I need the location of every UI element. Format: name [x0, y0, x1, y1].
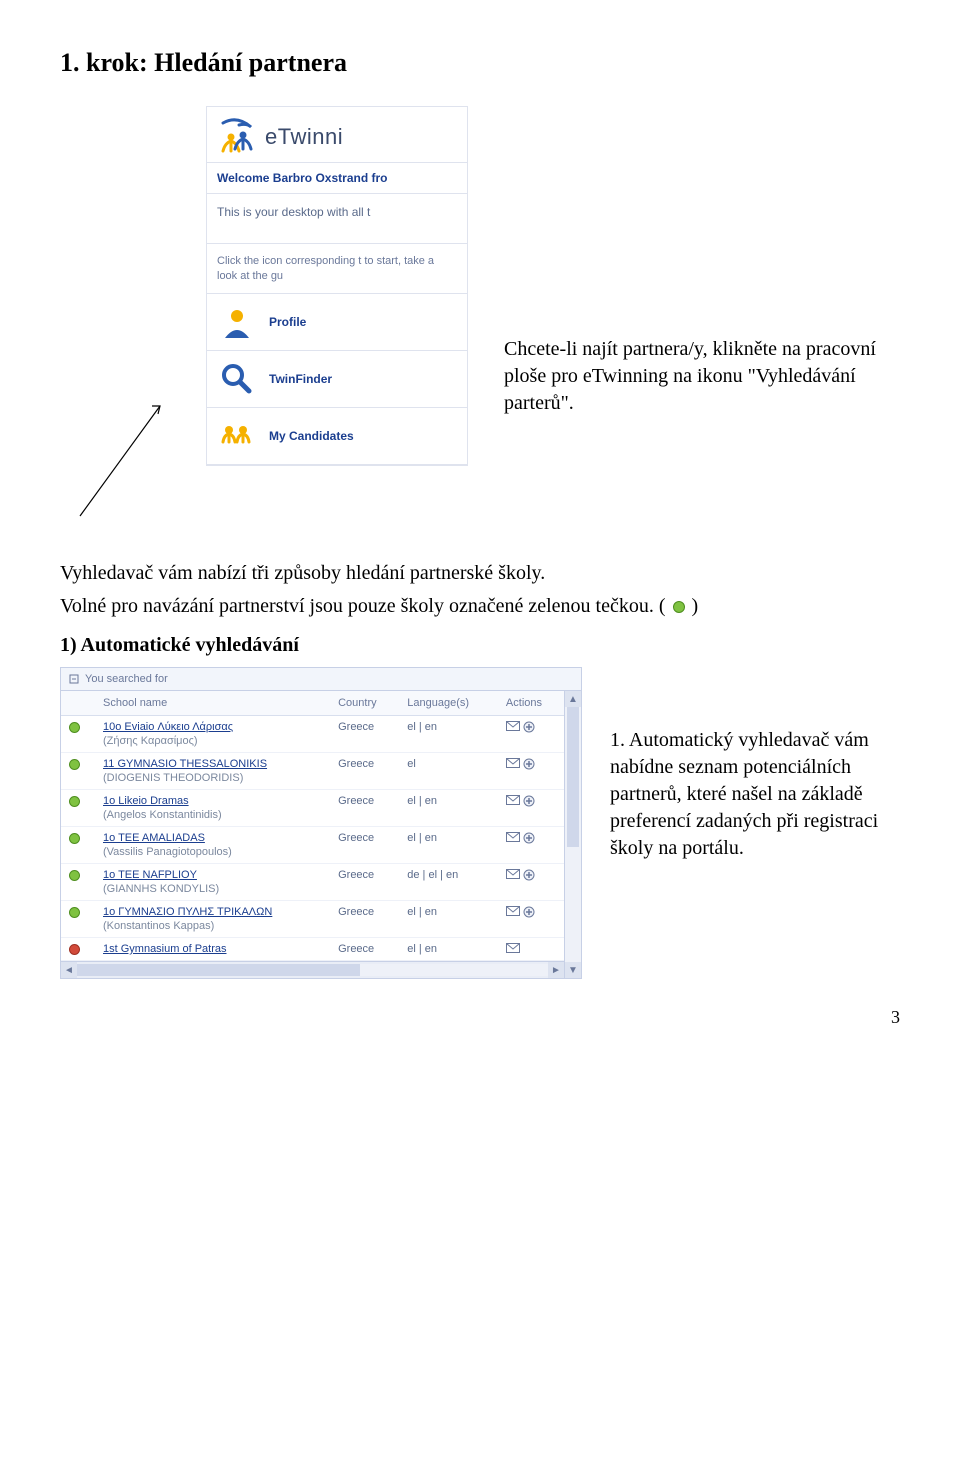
sidebar-item-label: My Candidates: [269, 429, 354, 443]
expand-icon[interactable]: [69, 674, 79, 684]
status-dot-icon: [69, 870, 80, 881]
searched-label: You searched for: [85, 673, 168, 685]
add-icon[interactable]: [523, 906, 535, 918]
scroll-left-icon[interactable]: ◄: [61, 962, 77, 978]
results-table: School name Country Language(s) Actions …: [61, 691, 564, 961]
sidebar-item-label: TwinFinder: [269, 372, 332, 386]
brand-text: eTwinni: [265, 124, 343, 150]
school-sub: (Angelos Konstantinidis): [103, 809, 322, 821]
school-sub: (GIANNHS KONDYLIS): [103, 883, 322, 895]
school-link[interactable]: 10o Eviaio Λύκειο Λάρισας: [103, 721, 233, 733]
welcome-text: Welcome Barbro Oxstrand fro: [207, 163, 467, 194]
page-number: 3: [60, 1007, 900, 1028]
profile-icon: [217, 304, 257, 340]
message-icon[interactable]: [506, 832, 520, 844]
scroll-down-icon[interactable]: ▼: [565, 962, 581, 978]
country-cell: Greece: [330, 827, 399, 864]
school-link[interactable]: 11 GYMNASIO THESSALONIKIS: [103, 758, 267, 770]
brand-row: eTwinni: [207, 107, 467, 163]
school-link[interactable]: 1o TEE NAFPLIOY: [103, 869, 197, 881]
magnifier-icon: [217, 361, 257, 397]
page-heading: 1. krok: Hledání partnera: [60, 48, 900, 78]
status-dot-icon: [69, 796, 80, 807]
intro-paragraph: Chcete-li najít partnera/y, klikněte na …: [504, 106, 900, 417]
table-row: 10o Eviaio Λύκειο Λάρισας (Ζήσης Καρασίμο…: [61, 716, 564, 753]
green-dot-icon: [673, 601, 685, 613]
col-langs: Language(s): [399, 691, 498, 716]
sidebar-item-label: Profile: [269, 315, 306, 329]
country-cell: Greece: [330, 753, 399, 790]
status-dot-icon: [69, 944, 80, 955]
langs-cell: el | en: [399, 901, 498, 938]
table-row: 1o TEE NAFPLIOY (GIANNHS KONDYLIS) Greeced…: [61, 864, 564, 901]
hint-text: Click the icon corresponding t to start,…: [207, 244, 467, 295]
message-icon[interactable]: [506, 721, 520, 733]
add-icon[interactable]: [523, 795, 535, 807]
sidebar-screenshot: eTwinni Welcome Barbro Oxstrand fro This…: [206, 106, 468, 466]
langs-cell: el | en: [399, 827, 498, 864]
candidates-icon: [217, 418, 257, 454]
col-actions: Actions: [498, 691, 564, 716]
country-cell: Greece: [330, 716, 399, 753]
results-screenshot: You searched for School name Country Lan…: [60, 667, 582, 979]
intro-text: This is your desktop with all t: [207, 194, 467, 244]
table-row: 1o TEE AMALIADAS (Vassilis Panagiotopoulo…: [61, 827, 564, 864]
body-p2-pre: Volné pro navázání partnerství jsou pouz…: [60, 595, 671, 617]
school-link[interactable]: 1o TEE AMALIADAS: [103, 832, 205, 844]
table-row: 1st Gymnasium of Patras Greeceel | en: [61, 938, 564, 961]
message-icon[interactable]: [506, 906, 520, 918]
school-sub: (Konstantinos Kappas): [103, 920, 322, 932]
col-school: School name: [95, 691, 330, 716]
country-cell: Greece: [330, 938, 399, 961]
message-icon[interactable]: [506, 869, 520, 881]
school-sub: (DIOGENIS THEODORIDIS): [103, 772, 322, 784]
body-p2-post: ): [687, 595, 699, 617]
add-icon[interactable]: [523, 869, 535, 881]
add-icon[interactable]: [523, 758, 535, 770]
table-row: 11 GYMNASIO THESSALONIKIS (DIOGENIS THEOD…: [61, 753, 564, 790]
message-icon[interactable]: [506, 795, 520, 807]
langs-cell: el | en: [399, 716, 498, 753]
etwinning-logo-icon: [217, 117, 257, 156]
school-link[interactable]: 1o ΓΥΜΝΑΣΙΟ ΠΥΛΗΣ ΤΡΙΚΑΛΩΝ: [103, 906, 272, 918]
langs-cell: el | en: [399, 790, 498, 827]
status-dot-icon: [69, 759, 80, 770]
pointer-arrow: [60, 106, 170, 526]
scroll-up-icon[interactable]: ▲: [565, 691, 581, 707]
message-icon[interactable]: [506, 943, 520, 955]
add-icon[interactable]: [523, 832, 535, 844]
school-sub: (Vassilis Panagiotopoulos): [103, 846, 322, 858]
sidebar-item-candidates[interactable]: My Candidates: [207, 408, 467, 465]
add-icon[interactable]: [523, 721, 535, 733]
body-paragraph-2: Volné pro navázání partnerství jsou pouz…: [60, 593, 900, 620]
langs-cell: el | en: [399, 938, 498, 961]
vertical-scrollbar[interactable]: ▲ ▼: [564, 691, 581, 978]
school-link[interactable]: 1st Gymnasium of Patras: [103, 943, 227, 955]
sidebar-item-profile[interactable]: Profile: [207, 294, 467, 351]
body-paragraph-1: Vyhledavač vám nabízí tři způsoby hledán…: [60, 560, 900, 587]
country-cell: Greece: [330, 864, 399, 901]
status-dot-icon: [69, 833, 80, 844]
subheading: 1) Automatické vyhledávání: [60, 634, 900, 657]
col-country: Country: [330, 691, 399, 716]
table-row: 1o ΓΥΜΝΑΣΙΟ ΠΥΛΗΣ ΤΡΙΚΑΛΩΝ (Konstantinos …: [61, 901, 564, 938]
langs-cell: de | el | en: [399, 864, 498, 901]
school-link[interactable]: 1o Likeio Dramas: [103, 795, 189, 807]
searched-bar: You searched for: [61, 668, 581, 691]
school-sub: (Ζήσης Καρασίμος): [103, 735, 322, 747]
message-icon[interactable]: [506, 758, 520, 770]
horizontal-scrollbar[interactable]: ◄ ►: [61, 961, 564, 978]
sidebar-item-twinfinder[interactable]: TwinFinder: [207, 351, 467, 408]
langs-cell: el: [399, 753, 498, 790]
country-cell: Greece: [330, 790, 399, 827]
results-paragraph: 1. Automatický vyhledavač vám nabídne se…: [610, 667, 900, 862]
table-row: 1o Likeio Dramas (Angelos Konstantinidis)…: [61, 790, 564, 827]
scroll-right-icon[interactable]: ►: [548, 962, 564, 978]
status-dot-icon: [69, 722, 80, 733]
status-dot-icon: [69, 907, 80, 918]
country-cell: Greece: [330, 901, 399, 938]
